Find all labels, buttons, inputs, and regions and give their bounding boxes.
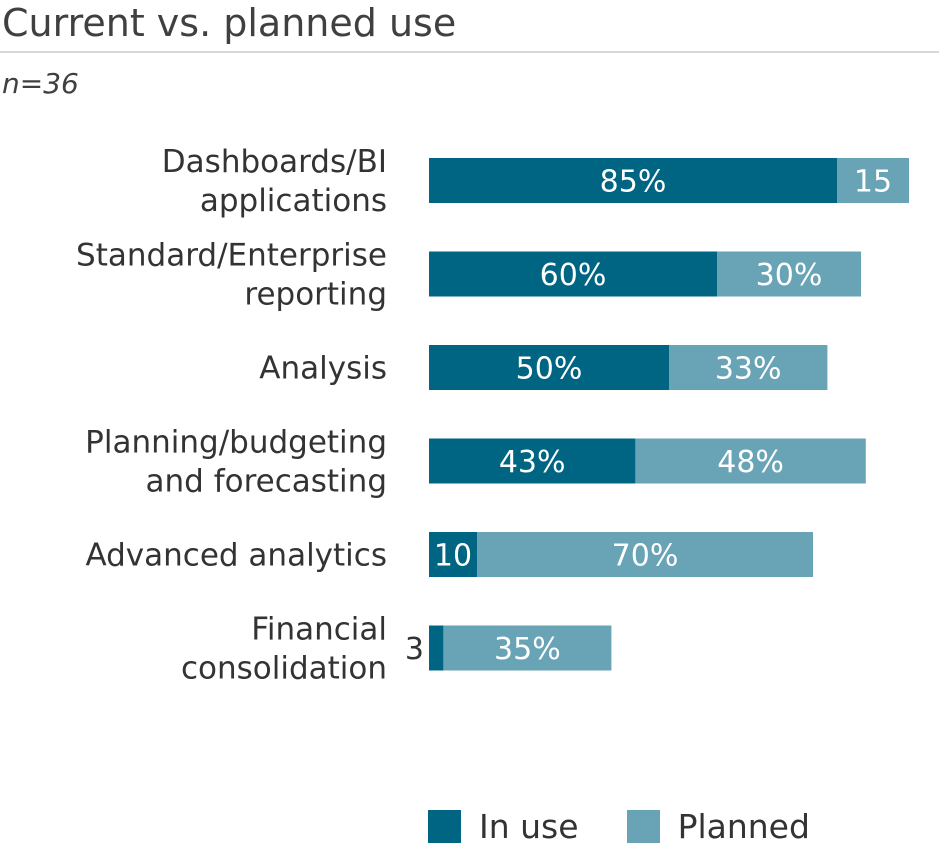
category-label: and forecasting: [146, 464, 387, 500]
bar-label-in-use: 43%: [499, 445, 566, 480]
bar-label-planned: 35%: [494, 632, 561, 667]
legend-item-in-use: In use: [428, 807, 579, 846]
bar-in-use: [429, 438, 636, 484]
bar-label-planned: 48%: [717, 445, 784, 480]
category-label: Advanced analytics: [85, 538, 387, 574]
bar-label-in-use: 50%: [516, 352, 583, 387]
category-label: Planning/budgeting: [85, 425, 387, 461]
category-label: reporting: [244, 277, 387, 313]
bar-planned: [669, 345, 828, 390]
bar-in-use: [429, 345, 669, 390]
bar-label-in-use: 60%: [540, 258, 607, 293]
bar-in-use: [429, 158, 837, 203]
legend-label-planned: Planned: [677, 806, 810, 846]
bar-in-use: [429, 532, 477, 577]
bar-in-use: [429, 251, 717, 297]
legend: In use Planned: [428, 804, 858, 848]
bar-label-in-use: 10: [434, 539, 472, 574]
bar-label-planned: 70%: [612, 539, 679, 574]
bar-planned: [837, 158, 909, 203]
title-divider: [0, 51, 939, 53]
legend-swatch-planned: [626, 809, 660, 843]
category-label: consolidation: [181, 651, 387, 687]
bar-planned: [717, 251, 861, 297]
category-label: Financial: [251, 612, 387, 648]
bar-planned: [443, 625, 612, 671]
chart-subtitle: n=36: [2, 67, 79, 100]
bar-label-planned: 33%: [715, 352, 782, 387]
bar-in-use: [429, 625, 444, 671]
bar-label-in-use: 3: [405, 632, 424, 667]
bar-planned: [635, 438, 866, 484]
category-label: applications: [200, 183, 387, 219]
category-label: Dashboards/BI: [162, 144, 387, 180]
category-label: Analysis: [259, 351, 387, 387]
legend-item-planned: Planned: [626, 806, 810, 846]
legend-swatch-in-use: [428, 809, 461, 843]
bar-label-planned: 15: [854, 165, 892, 200]
legend-label-in-use: In use: [479, 806, 579, 846]
bar-planned: [477, 532, 813, 577]
chart-title: Current vs. planned use: [2, 1, 457, 45]
category-label: Standard/Enterprise: [76, 238, 387, 274]
bar-label-in-use: 85%: [600, 165, 667, 200]
bar-label-planned: 30%: [756, 258, 823, 293]
